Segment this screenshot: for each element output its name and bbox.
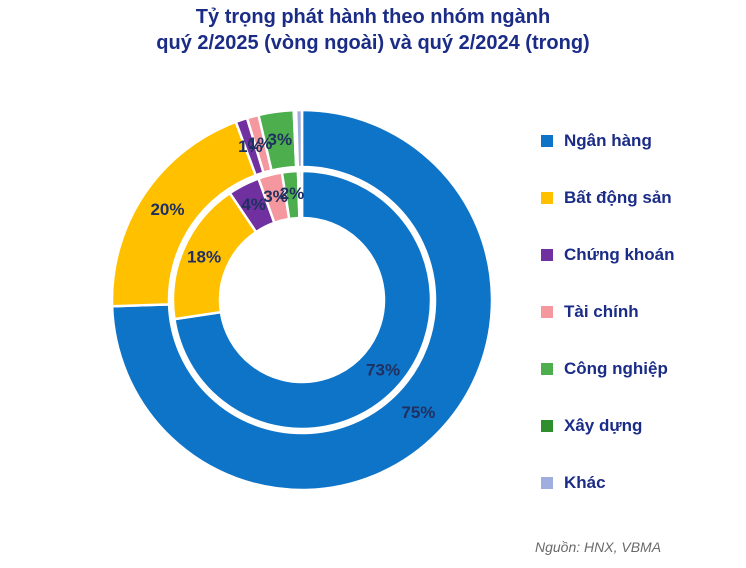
data-label-inner: 4% xyxy=(241,195,266,214)
chart-title-line1: Tỷ trọng phát hành theo nhóm ngành xyxy=(195,6,551,28)
data-label-inner: 2% xyxy=(280,184,305,203)
legend-label: Khác xyxy=(564,473,606,492)
data-label-inner: 18% xyxy=(187,247,221,266)
slice-outer-6 xyxy=(294,108,304,169)
chart-title-line2: quý 2/2025 (vòng ngoài) và quý 2/2024 (t… xyxy=(156,32,590,54)
data-label-outer: 1% xyxy=(248,134,273,153)
data-label-outer: 3% xyxy=(268,130,293,149)
legend-item-6: Khác xyxy=(541,471,675,495)
chart-legend: Ngân hàng Bất động sản Chứng khoán Tài chín… xyxy=(541,129,675,495)
data-label-outer: 75% xyxy=(401,403,435,422)
slice-inner-6 xyxy=(297,169,304,220)
legend-item-1: Bất động sản xyxy=(541,186,675,210)
data-label-outer: 1% xyxy=(238,137,263,156)
legend-label: Xây dựng xyxy=(564,416,643,435)
legend-swatch-icon xyxy=(541,135,553,147)
slice-inner-0 xyxy=(173,169,433,431)
legend-label: Ngân hàng xyxy=(564,131,652,150)
data-label-inner: 3% xyxy=(263,187,288,206)
source-note: Nguồn: HNX, VBMA xyxy=(535,539,662,555)
legend-label: Công nghiệp xyxy=(564,359,668,378)
legend-label: Tài chính xyxy=(564,302,639,321)
legend-item-2: Chứng khoán xyxy=(541,243,675,267)
data-label-inner: 73% xyxy=(366,360,400,379)
legend-label: Chứng khoán xyxy=(564,245,675,264)
legend-swatch-icon xyxy=(541,363,553,375)
chart-title: Tỷ trọng phát hành theo nhóm ngành quý 2… xyxy=(0,4,746,56)
legend-swatch-icon xyxy=(541,192,553,204)
legend-label: Bất động sản xyxy=(564,188,672,207)
slice-outer-0 xyxy=(110,108,494,492)
legend-swatch-icon xyxy=(541,420,553,432)
legend-swatch-icon xyxy=(541,306,553,318)
legend-swatch-icon xyxy=(541,249,553,261)
legend-swatch-icon xyxy=(541,477,553,489)
legend-item-4: Công nghiệp xyxy=(541,357,675,381)
legend-item-3: Tài chính xyxy=(541,300,675,324)
legend-item-0: Ngân hàng xyxy=(541,129,675,153)
data-label-outer: 20% xyxy=(150,200,184,219)
legend-item-5: Xây dựng xyxy=(541,414,675,438)
